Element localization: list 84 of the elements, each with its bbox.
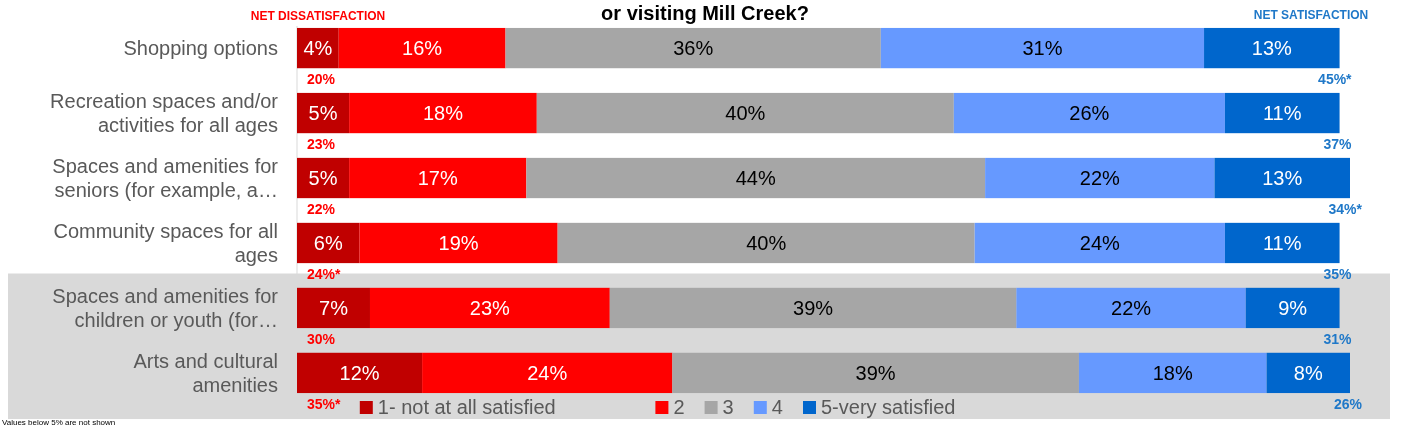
legend-label: 2 <box>673 396 685 418</box>
annotation: 30% <box>307 331 336 348</box>
bar <box>1016 287 1246 329</box>
legend-label: 5-very satisfied <box>821 396 956 418</box>
legend-label: 3 <box>722 396 734 418</box>
bar <box>359 222 558 264</box>
data-label: 13% <box>1251 37 1293 60</box>
annotation: 24%* <box>307 266 342 283</box>
legend-label: 4 <box>771 396 783 418</box>
bar <box>1245 287 1340 329</box>
annotation: 22% <box>307 201 336 218</box>
y-tick-label: Spaces and amenities for seniors (for example, a… <box>52 155 279 202</box>
data-label: 19% <box>438 231 479 254</box>
y-tick-label: Community spaces for all ages <box>53 219 278 266</box>
bar <box>880 27 1205 69</box>
data-label: 24% <box>1079 231 1121 254</box>
bar <box>369 287 610 329</box>
y-tick-label: Arts and cultural amenities <box>133 349 278 396</box>
bar <box>557 222 975 264</box>
data-label: 7% <box>319 296 349 319</box>
data-label: 12% <box>339 361 380 384</box>
chart-title: or visiting Mill Creek? <box>601 2 809 24</box>
annotation: 45%* <box>1318 71 1353 88</box>
data-label: 22% <box>1111 296 1152 319</box>
bar <box>349 92 537 134</box>
y-tick-label: Recreation spaces and/or activities for all ages <box>50 90 279 137</box>
data-label: 40% <box>725 102 766 125</box>
data-label: 39% <box>793 296 834 319</box>
text: Values below 5% are not shown <box>2 418 116 427</box>
legend-label: 1- not at all satisfied <box>377 396 556 418</box>
text: NET DISSATISFACTION <box>250 9 386 23</box>
data-label: 8% <box>1293 361 1323 384</box>
bar <box>526 157 986 199</box>
data-label: 18% <box>1152 361 1193 384</box>
bar <box>349 157 527 199</box>
annotation: 37% <box>1323 136 1353 153</box>
annotation: 31% <box>1323 331 1353 348</box>
data-label: 24% <box>527 361 568 384</box>
bar <box>985 157 1215 199</box>
bar <box>1214 157 1351 199</box>
data-label: 17% <box>417 167 458 190</box>
data-label: 5% <box>308 102 338 125</box>
bar <box>1224 222 1340 264</box>
bar <box>338 27 506 69</box>
data-label: 39% <box>855 361 896 384</box>
data-label: 22% <box>1079 167 1121 190</box>
data-label: 5% <box>308 167 338 190</box>
data-label: 40% <box>746 231 787 254</box>
data-label: 6% <box>313 231 343 254</box>
data-label: 11% <box>1262 231 1302 254</box>
y-tick-label: Spaces and amenities for children or youth (for… <box>52 284 279 331</box>
y-tick-label: Shopping options <box>123 37 278 60</box>
bar <box>953 92 1225 134</box>
bar <box>422 352 673 394</box>
data-label: 18% <box>422 102 464 125</box>
annotation: 23% <box>307 136 336 153</box>
bar <box>974 222 1225 264</box>
annotation: 35%* <box>307 396 342 413</box>
annotation: 20% <box>307 71 336 88</box>
annotation: 35% <box>1323 266 1353 283</box>
data-label: 23% <box>469 296 511 319</box>
data-label: 16% <box>402 37 443 60</box>
bar <box>297 222 360 264</box>
annotation: 26% <box>1333 396 1363 413</box>
bar <box>505 27 881 69</box>
bar <box>297 287 370 329</box>
bar <box>536 92 954 134</box>
data-label: 31% <box>1022 37 1063 60</box>
data-label: 13% <box>1262 167 1303 190</box>
bar <box>672 352 1079 394</box>
data-label: 4% <box>303 37 333 60</box>
data-label: 44% <box>735 167 776 190</box>
annotation: 34%* <box>1328 201 1363 218</box>
text: NET SATISFACTION <box>1253 8 1369 22</box>
data-label: 11% <box>1262 102 1302 125</box>
data-label: 9% <box>1278 296 1308 319</box>
data-label: 26% <box>1069 102 1110 125</box>
bar <box>1078 352 1267 394</box>
bar <box>1224 92 1340 134</box>
bar <box>297 352 423 394</box>
bar <box>609 287 1017 329</box>
bar <box>1266 352 1350 394</box>
data-label: 36% <box>673 37 714 60</box>
bar <box>1204 27 1340 69</box>
